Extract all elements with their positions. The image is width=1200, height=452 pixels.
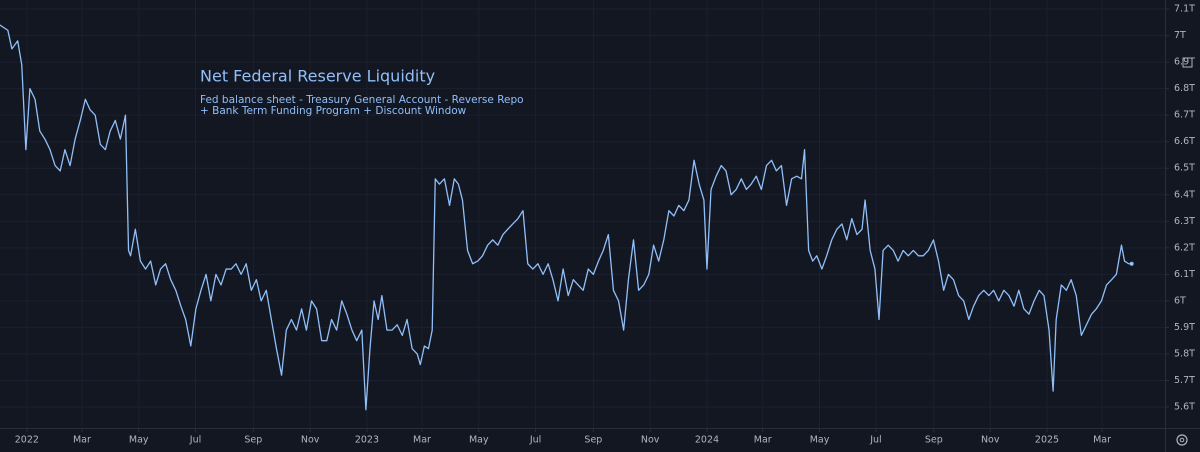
chart-title: Net Federal Reserve Liquidity	[200, 67, 435, 86]
x-tick-label: 2025	[1035, 435, 1059, 446]
chart-subtitle: Fed balance sheet - Treasury General Acc…	[200, 94, 524, 106]
y-tick-label: 6.5T	[1174, 163, 1195, 174]
x-tick-label: Mar	[73, 435, 91, 446]
y-tick-label: 7T	[1174, 30, 1186, 41]
last-point	[1129, 261, 1134, 266]
x-tick-label: Nov	[301, 435, 320, 446]
x-tick-label: Jul	[189, 435, 201, 446]
y-tick-label: 5.6T	[1174, 402, 1195, 413]
x-tick-label: Jul	[869, 435, 881, 446]
gear-icon[interactable]	[1176, 434, 1188, 446]
y-tick-label: 7.1T	[1174, 4, 1195, 15]
x-tick-label: Sep	[244, 435, 262, 446]
y-tick-label: 6.3T	[1174, 216, 1195, 227]
y-tick-label: 6.6T	[1174, 136, 1195, 147]
chart-subtitle: + Bank Term Funding Program + Discount W…	[200, 105, 467, 117]
y-tick-label: 6.2T	[1174, 242, 1195, 253]
y-tick-label: 6.1T	[1174, 269, 1195, 280]
x-tick-label: 2024	[695, 435, 719, 446]
x-tick-label: May	[469, 435, 489, 446]
y-tick-label: 5.9T	[1174, 322, 1195, 333]
x-tick-label: Sep	[925, 435, 943, 446]
x-tick-label: 2022	[15, 435, 39, 446]
y-tick-label: 6.8T	[1174, 83, 1195, 94]
x-tick-label: Mar	[754, 435, 772, 446]
scale-settings-icon[interactable]	[1176, 434, 1188, 446]
y-tick-label: 6.4T	[1174, 189, 1195, 200]
x-tick-label: Jul	[529, 435, 541, 446]
y-tick-label: 5.8T	[1174, 348, 1195, 359]
plot-area	[0, 24, 1134, 411]
x-tick-label: Nov	[641, 435, 660, 446]
x-tick-label: Mar	[1093, 435, 1111, 446]
y-tick-label: 6.7T	[1174, 110, 1195, 121]
gear-icon-center[interactable]	[1179, 437, 1185, 443]
y-tick-label: 6T	[1174, 295, 1186, 306]
y-tick-label: 6.9T	[1174, 57, 1195, 68]
x-tick-label: May	[129, 435, 149, 446]
x-tick-label: May	[810, 435, 830, 446]
x-tick-label: Nov	[981, 435, 1000, 446]
axes: 5.6T 5.7T 5.8T 5.9T 6T 6.1T 6.2T 6.3T 6.4T 6.5T 6.…	[15, 4, 1195, 446]
data-line	[0, 24, 1132, 411]
x-tick-label: 2023	[355, 435, 379, 446]
y-tick-label: 5.7T	[1174, 375, 1195, 386]
scale-mode-icon[interactable]	[1182, 57, 1193, 68]
grid	[0, 0, 1165, 428]
x-tick-label: Mar	[413, 435, 431, 446]
x-tick-label: Sep	[584, 435, 602, 446]
